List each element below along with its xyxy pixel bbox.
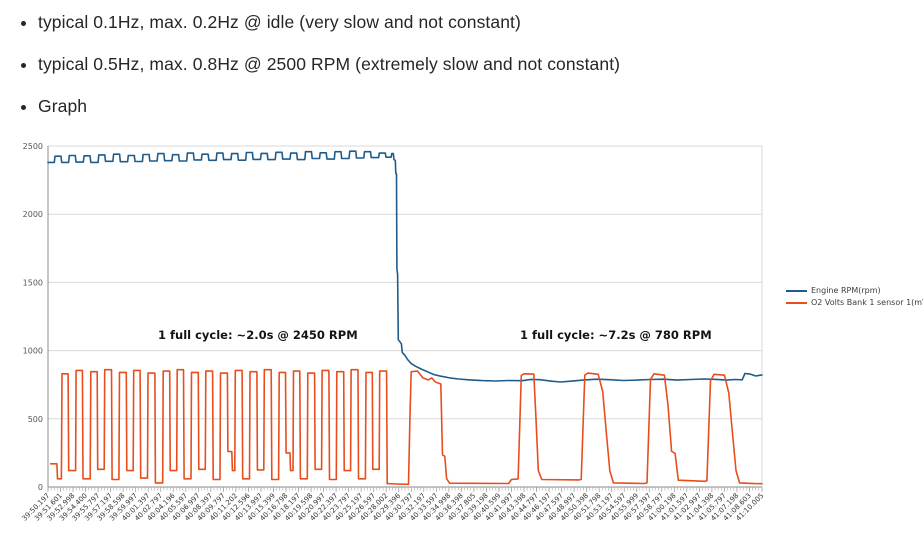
svg-text:2500: 2500 [23,142,43,151]
legend-label-o2-volts: O2 Volts Bank 1 sensor 1(mV) [811,298,923,307]
legend-swatch-engine-rpm [786,289,807,292]
bullet-item-graph: Graph [38,96,620,116]
legend-item-o2-volts: O2 Volts Bank 1 sensor 1(mV) [786,298,923,307]
svg-text:1000: 1000 [23,347,43,356]
bullet-item-idle: typical 0.1Hz, max. 0.2Hz @ idle (very s… [38,12,620,32]
svg-text:500: 500 [28,415,43,424]
chart-annotation-fast-cycle: 1 full cycle: ~2.0s @ 2450 RPM [158,328,358,342]
svg-text:1500: 1500 [23,278,43,287]
bullet-item-2500rpm: typical 0.5Hz, max. 0.8Hz @ 2500 RPM (ex… [38,54,620,74]
chart-annotation-slow-cycle: 1 full cycle: ~7.2s @ 780 RPM [520,328,712,342]
bullet-list: typical 0.1Hz, max. 0.2Hz @ idle (very s… [16,12,620,138]
legend-swatch-o2-volts [786,301,807,304]
legend-item-engine-rpm: Engine RPM(rpm) [786,286,923,295]
svg-text:2000: 2000 [23,210,43,219]
legend-label-engine-rpm: Engine RPM(rpm) [811,286,881,295]
chart-legend: Engine RPM(rpm) O2 Volts Bank 1 sensor 1… [786,286,923,310]
svg-text:0: 0 [38,483,43,492]
